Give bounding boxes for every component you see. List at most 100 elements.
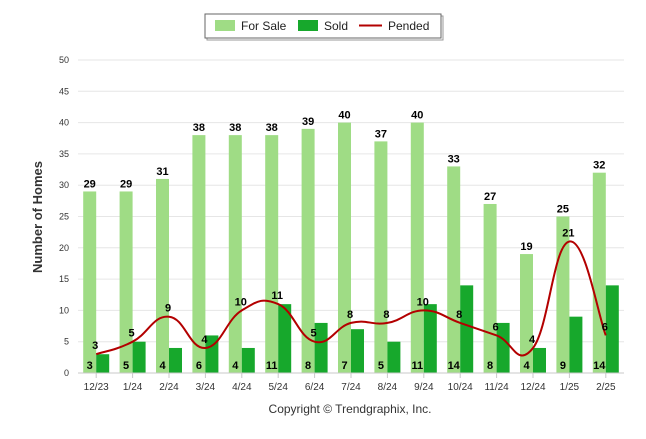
legend-swatch-sold	[298, 20, 318, 31]
for-sale-value-label: 40	[411, 110, 423, 122]
pended-value-label: 3	[92, 340, 98, 352]
pended-value-label: 4	[529, 334, 536, 346]
sold-value-label: 8	[487, 360, 493, 372]
sold-bar	[569, 316, 583, 373]
x-tick-label: 1/24	[123, 382, 143, 393]
sold-bar	[169, 347, 182, 373]
sold-bar	[314, 322, 328, 373]
for-sale-value-label: 38	[229, 122, 241, 134]
for-sale-value-label: 40	[338, 110, 350, 122]
sold-value-label: 14	[448, 360, 461, 372]
sold-value-label: 9	[560, 360, 566, 372]
x-tick-label: 6/24	[305, 382, 325, 393]
legend-box	[204, 13, 442, 39]
sold-bar	[241, 347, 255, 373]
for-sale-bar	[83, 191, 97, 373]
for-sale-bar	[410, 122, 424, 373]
legend-label-pended: Pended	[388, 19, 429, 33]
y-tick-label: 50	[59, 55, 69, 65]
y-tick-label: 30	[59, 180, 69, 190]
sold-bars	[96, 285, 619, 373]
pended-value-label: 9	[165, 303, 171, 315]
pended-line	[95, 240, 607, 357]
sold-bar	[205, 335, 219, 373]
y-tick-label: 40	[59, 118, 69, 128]
for-sale-value-label: 27	[484, 191, 496, 203]
for-sale-value-label: 39	[302, 116, 314, 128]
pended-value-label: 10	[235, 296, 247, 308]
for-sale-bar	[338, 122, 351, 373]
pended-value-label: 5	[129, 328, 135, 340]
y-tick-label: 15	[59, 274, 69, 284]
pended-line-path	[95, 240, 607, 357]
y-tick-label: 20	[59, 243, 69, 253]
y-tick-label: 5	[64, 337, 69, 347]
for-sale-value-label: 19	[520, 241, 532, 253]
y-tick-label: 25	[59, 212, 69, 222]
sold-value-label: 7	[341, 360, 347, 372]
y-tick-label: 35	[59, 149, 69, 159]
y-tick-label: 10	[59, 305, 69, 315]
for-sale-value-label: 31	[156, 166, 168, 178]
x-tick-label: 9/24	[414, 382, 434, 393]
pended-value-label: 5	[311, 328, 317, 340]
sold-bar	[496, 322, 510, 373]
pended-value-label: 11	[271, 290, 283, 302]
legend-label-sold: Sold	[324, 19, 348, 33]
for-sale-bars	[83, 122, 606, 373]
for-sale-value-label: 38	[266, 122, 278, 134]
for-sale-value-label: 29	[84, 178, 96, 190]
for-sale-value-label: 32	[593, 160, 605, 172]
sold-bar	[96, 354, 110, 373]
x-tick-label: 10/24	[448, 382, 473, 393]
for-sale-bar	[192, 135, 206, 373]
for-sale-bar	[374, 141, 388, 373]
for-sale-bar	[301, 128, 315, 373]
for-sale-bar	[156, 178, 169, 373]
x-tick-label: 1/25	[560, 382, 580, 393]
y-tick-label: 45	[59, 86, 69, 96]
x-tick-label: 2/24	[159, 382, 179, 393]
sold-bar	[605, 285, 619, 373]
x-tick-label: 3/24	[196, 382, 216, 393]
sold-bar	[533, 347, 546, 373]
y-axis-title: Number of Homes	[30, 161, 45, 273]
for-sale-value-label: 29	[120, 178, 132, 190]
sold-bar	[423, 304, 437, 373]
legend-label-for-sale: For Sale	[241, 19, 287, 33]
y-tick-label: 0	[64, 368, 69, 378]
for-sale-bar	[228, 135, 242, 373]
pended-value-label: 6	[602, 321, 608, 333]
for-sale-bar	[119, 191, 133, 373]
sold-value-label: 4	[232, 360, 239, 372]
sold-value-label: 6	[196, 360, 202, 372]
copyright-footer: Copyright © Trendgraphix, Inc.	[269, 402, 432, 416]
for-sale-bar	[483, 203, 497, 373]
sold-bar	[351, 329, 364, 373]
for-sale-bar	[592, 172, 606, 373]
pended-value-label: 4	[201, 334, 208, 346]
sold-value-label: 5	[378, 360, 384, 372]
pended-value-label: 8	[456, 309, 462, 321]
x-tick-label: 4/24	[232, 382, 252, 393]
pended-value-label: 8	[347, 309, 353, 321]
for-sale-bar	[556, 216, 570, 373]
legend[interactable]: For Sale Sold Pended	[204, 13, 444, 41]
for-sale-bar	[265, 135, 279, 373]
for-sale-value-label: 25	[557, 204, 569, 216]
sold-bar	[278, 304, 292, 373]
pended-value-label: 6	[493, 321, 499, 333]
sold-value-label: 4	[523, 360, 530, 372]
sold-bar	[132, 341, 146, 373]
sold-bar	[387, 341, 401, 373]
sold-value-label: 11	[266, 360, 278, 372]
legend-swatch-for-sale	[215, 20, 235, 31]
x-tick-label: 12/23	[84, 382, 109, 393]
x-tick-label: 8/24	[378, 382, 398, 393]
for-sale-value-label: 33	[448, 153, 460, 165]
pended-value-label: 21	[562, 228, 574, 240]
for-sale-bar	[520, 254, 533, 373]
